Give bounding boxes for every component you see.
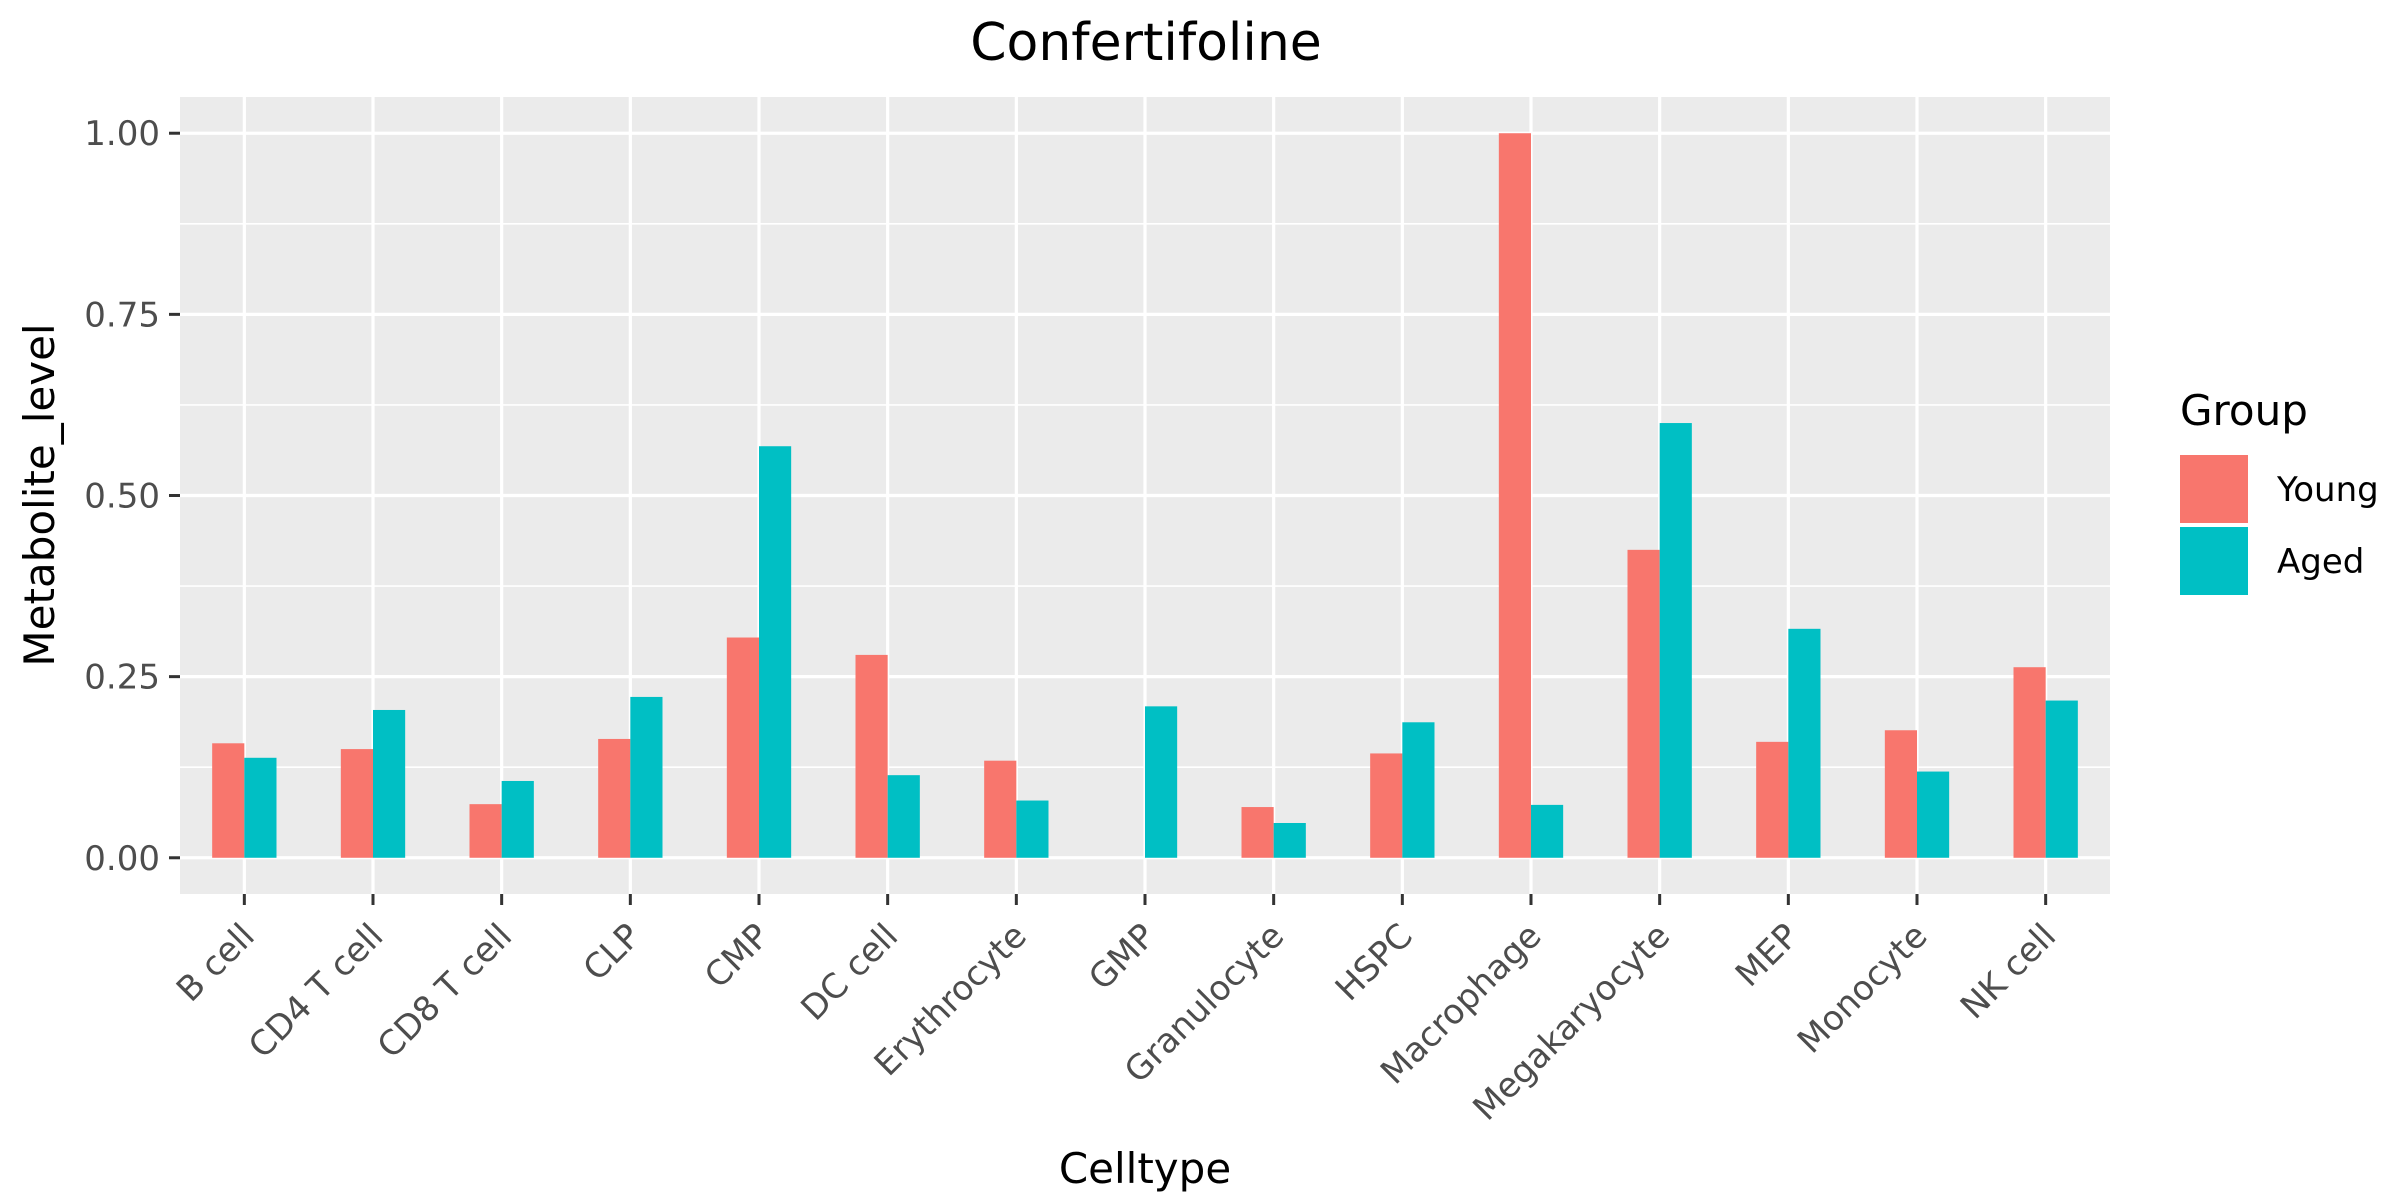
bar-young-megakaryocyte: [1627, 549, 1660, 858]
x-tick-label: MEP: [1728, 916, 1807, 995]
bar-young-b-cell: [212, 743, 245, 858]
bar-aged-nk-cell: [2045, 700, 2078, 858]
bar-aged-dc-cell: [887, 775, 920, 858]
x-tick-label: NK cell: [1953, 916, 2064, 1027]
x-tick-label: HSPC: [1328, 916, 1421, 1009]
x-tick-label: CD8 T cell: [370, 916, 520, 1066]
y-axis: 0.00 0.25 0.50 0.75 1.00: [84, 114, 180, 879]
bar-aged-erythrocyte: [1016, 800, 1049, 858]
bar-young-nk-cell: [2013, 667, 2046, 858]
bar-young-erythrocyte: [984, 760, 1017, 858]
bar-aged-granulocyte: [1273, 822, 1306, 858]
x-tick-label: GMP: [1081, 916, 1163, 998]
y-tick-label: 0.25: [84, 658, 160, 698]
bar-aged-mep: [1788, 628, 1821, 858]
y-axis-title: Metabolite_level: [15, 323, 64, 666]
x-tick-label: DC cell: [793, 916, 906, 1029]
bar-aged-clp: [630, 696, 663, 858]
x-tick-label: CLP: [576, 916, 649, 989]
y-tick-label: 0.75: [84, 295, 160, 335]
bar-aged-macrophage: [1531, 804, 1564, 858]
legend: Group Young Aged: [2180, 386, 2379, 595]
bar-young-dc-cell: [855, 654, 888, 858]
bar-young-granulocyte: [1241, 807, 1274, 858]
bar-aged-hspc: [1402, 722, 1435, 858]
bar-aged-cd8-t-cell: [501, 780, 534, 858]
bar-young-mep: [1756, 741, 1789, 858]
bar-aged-cmp: [759, 446, 792, 858]
bar-aged-gmp: [1145, 706, 1178, 858]
y-tick-label: 1.00: [84, 114, 160, 154]
legend-key-aged: [2180, 527, 2248, 595]
legend-title: Group: [2180, 386, 2308, 435]
bar-aged-cd4-t-cell: [373, 709, 406, 858]
bar-young-macrophage: [1498, 133, 1531, 858]
x-tick-label: B cell: [169, 916, 263, 1010]
legend-label-aged: Aged: [2277, 542, 2364, 582]
x-tick-label: CD4 T cell: [241, 916, 391, 1066]
bar-aged-megakaryocyte: [1659, 423, 1692, 858]
legend-key-young: [2180, 455, 2248, 523]
bar-young-hspc: [1370, 753, 1403, 858]
legend-items: Young Aged: [2180, 455, 2379, 595]
y-tick-label: 0.00: [84, 839, 160, 879]
bar-young-monocyte: [1884, 730, 1917, 858]
bar-young-cd4-t-cell: [340, 749, 373, 858]
x-tick-label: Monocyte: [1790, 916, 1935, 1061]
chart-title: Confertifoline: [970, 13, 1322, 73]
y-tick-label: 0.50: [84, 477, 160, 517]
legend-label-young: Young: [2276, 470, 2379, 510]
x-axis-title: Celltype: [1059, 1144, 1231, 1193]
bars: [212, 133, 2078, 858]
bar-young-cmp: [726, 637, 759, 858]
bar-aged-b-cell: [244, 757, 277, 858]
bar-aged-monocyte: [1917, 771, 1950, 858]
bar-young-cd8-t-cell: [469, 804, 502, 858]
x-tick-label: CMP: [697, 916, 777, 996]
bar-young-clp: [598, 738, 631, 858]
